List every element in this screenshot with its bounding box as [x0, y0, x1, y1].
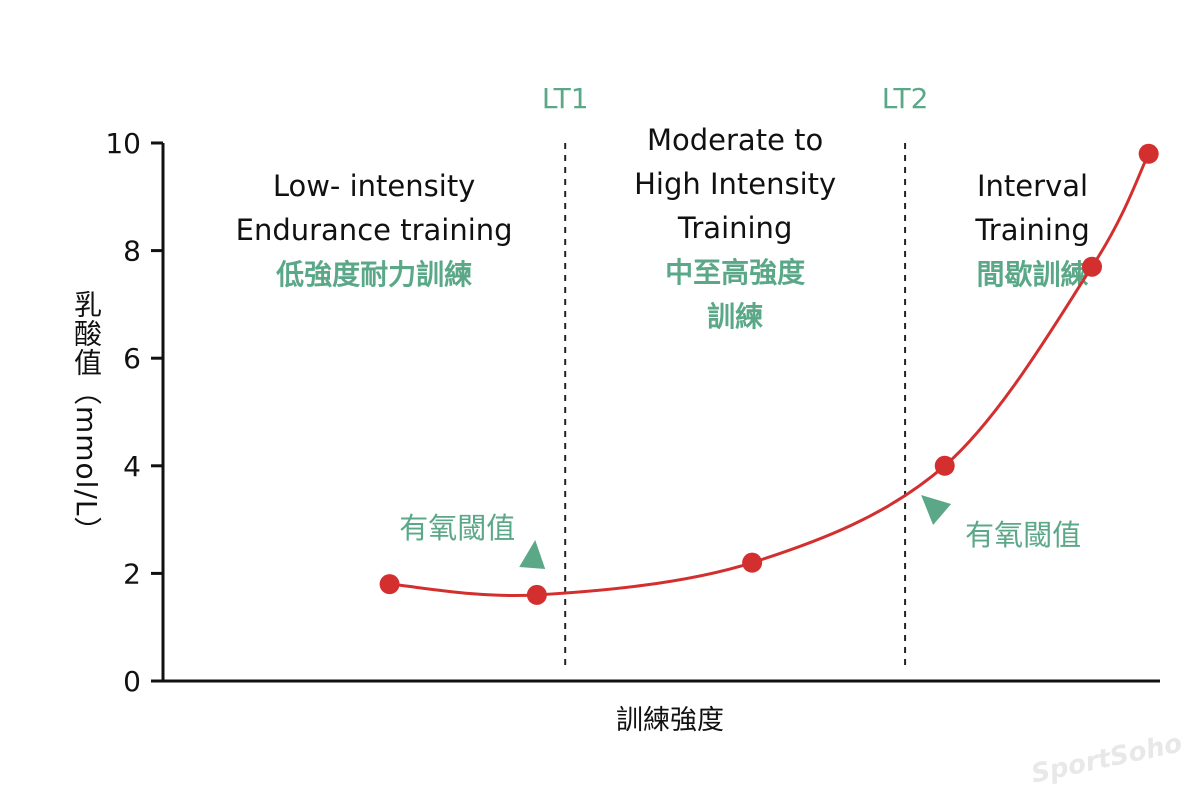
y-tick-label: 2	[123, 557, 141, 590]
zone-title-zh: 中至高強度	[665, 256, 805, 289]
data-point	[526, 584, 547, 605]
zone-title: Interval	[977, 169, 1088, 203]
data-point	[379, 574, 400, 595]
y-tick-label: 10	[105, 127, 141, 160]
y-tick-label: 6	[123, 342, 141, 375]
data-points	[379, 143, 1159, 605]
zone-title: Training	[974, 213, 1089, 247]
data-point	[1082, 256, 1103, 277]
zone-title-zh: 低強度耐力訓練	[275, 258, 472, 291]
zone-title: High Intensity	[634, 167, 836, 201]
threshold-label: LT2	[882, 82, 929, 115]
annotation-arrow-icon	[519, 540, 546, 569]
y-tick-label: 4	[123, 450, 141, 483]
zone-title: Training	[677, 211, 792, 245]
y-tick-label: 8	[123, 235, 141, 268]
y-ticks: 0 2 4 6 8 10	[105, 127, 163, 698]
annotation-arrow-icon	[921, 495, 952, 525]
y-axis-label: 乳酸值（mmol/L）	[70, 290, 103, 546]
data-point	[742, 552, 763, 573]
zone-labels: Low- intensity Endurance training 低強度耐力訓練 M…	[236, 123, 1090, 333]
threshold-lines: LT1 LT2	[542, 82, 929, 670]
zone-title: Low- intensity	[273, 169, 476, 203]
zone-title-zh: 間歇訓練	[977, 258, 1089, 291]
annotation-text: 有氧閾值	[399, 511, 515, 545]
zone-title: Moderate to	[647, 123, 823, 157]
threshold-annotations: 有氧閾值 有氧閾值	[399, 495, 1081, 569]
y-tick-label: 0	[123, 665, 141, 698]
threshold-label: LT1	[542, 82, 589, 115]
zone-title-zh: 訓練	[707, 300, 763, 333]
zone-title: Endurance training	[236, 213, 513, 247]
annotation-text: 有氧閾值	[965, 518, 1081, 552]
data-point	[934, 455, 955, 476]
x-axis-label: 訓練強度	[616, 705, 724, 736]
data-point	[1138, 143, 1159, 164]
